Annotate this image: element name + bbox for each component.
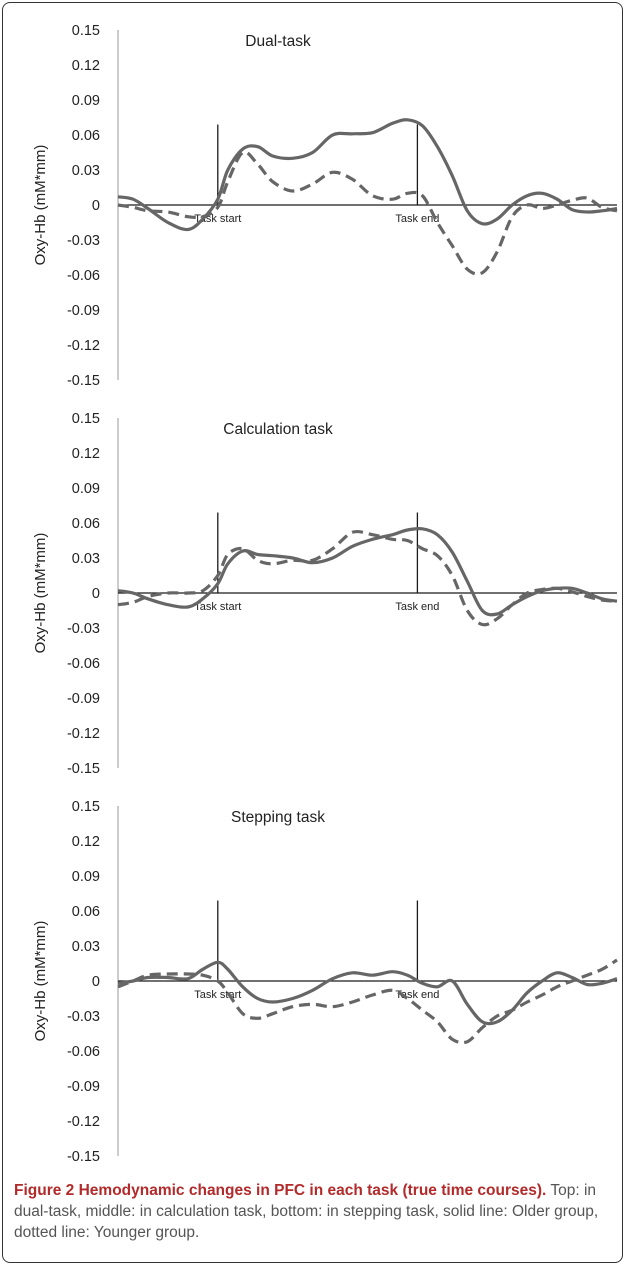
y-tick-label: -0.15: [67, 1149, 100, 1165]
y-tick-label: -0.03: [67, 1009, 100, 1025]
y-tick-label: 0.12: [72, 834, 100, 850]
y-tick-label: -0.06: [67, 268, 100, 284]
y-tick-label: 0.03: [72, 551, 100, 567]
y-tick-label: 0.06: [72, 904, 100, 920]
y-tick-label: 0.09: [72, 93, 100, 109]
y-tick-label: 0.15: [72, 799, 100, 815]
y-tick-label: -0.03: [67, 621, 100, 637]
y-tick-label: 0.15: [72, 411, 100, 427]
chart-title: Calculation task: [223, 421, 333, 438]
y-tick-label: 0: [92, 586, 100, 602]
chart-panel-3: 0.15 0.12 0.09 0.06 0.03 0 -0.03 -0.06 -0.09 -0.1…: [32, 799, 618, 1165]
chart-panel-2: 0.15 0.12 0.09 0.06 0.03 0 -0.03 -0.06 -0.09 -0.1…: [32, 411, 618, 777]
y-tick-label: -0.12: [67, 726, 100, 742]
y-tick-label: 0.03: [72, 939, 100, 955]
caption-heading: Figure 2 Hemodynamic changes in PFC in e…: [14, 1182, 547, 1199]
y-tick-label: 0.09: [72, 481, 100, 497]
series-line-solid: [117, 526, 618, 617]
figure-charts: 0.15 0.12 0.09 0.06 0.03 0 -0.03 -0.06 -0.09 -0.1…: [32, 23, 618, 1165]
task-end-label: Task end: [395, 213, 439, 225]
y-tick-label: -0.09: [67, 1079, 100, 1095]
y-tick-label: -0.03: [67, 233, 100, 249]
y-tick-label: -0.12: [67, 1114, 100, 1130]
y-tick-label: -0.09: [67, 303, 100, 319]
y-tick-label: 0.06: [72, 516, 100, 532]
y-tick-label: -0.09: [67, 691, 100, 707]
y-axis-title: Oxy-Hb (mM*mm): [32, 921, 49, 1042]
series-line-dashed: [117, 529, 618, 627]
series-line-solid: [117, 960, 618, 1026]
y-tick-label: -0.12: [67, 338, 100, 354]
series-line-dashed: [117, 150, 618, 276]
y-tick-label: 0.09: [72, 869, 100, 885]
y-tick-label: -0.06: [67, 656, 100, 672]
chart-panel-1: 0.15 0.12 0.09 0.06 0.03 0 -0.03 -0.06 -0.09 -0.1…: [32, 23, 618, 389]
y-axis-title: Oxy-Hb (mM*mm): [32, 533, 49, 654]
chart-title: Dual-task: [245, 33, 311, 50]
y-tick-label: -0.15: [67, 373, 100, 389]
series-line-solid: [117, 118, 618, 232]
y-tick-label: 0.06: [72, 128, 100, 144]
series-line-dashed: [117, 958, 618, 1045]
y-tick-label: -0.15: [67, 761, 100, 777]
y-tick-label: -0.06: [67, 1044, 100, 1060]
y-axis-title: Oxy-Hb (mM*mm): [32, 145, 49, 266]
y-tick-label: 0.12: [72, 58, 100, 74]
caption-text: Top: in dual-task, middle: in calculatio…: [14, 1182, 599, 1241]
y-tick-label: 0.12: [72, 446, 100, 462]
y-tick-label: 0.15: [72, 23, 100, 39]
task-start-label: Task start: [194, 989, 241, 1001]
y-tick-label: 0: [92, 974, 100, 990]
task-start-label: Task start: [194, 601, 241, 613]
task-end-label: Task end: [395, 601, 439, 613]
y-tick-label: 0.03: [72, 163, 100, 179]
figure-caption: Figure 2 Hemodynamic changes in PFC in e…: [14, 1180, 614, 1243]
chart-title: Stepping task: [231, 809, 325, 826]
y-tick-label: 0: [92, 198, 100, 214]
